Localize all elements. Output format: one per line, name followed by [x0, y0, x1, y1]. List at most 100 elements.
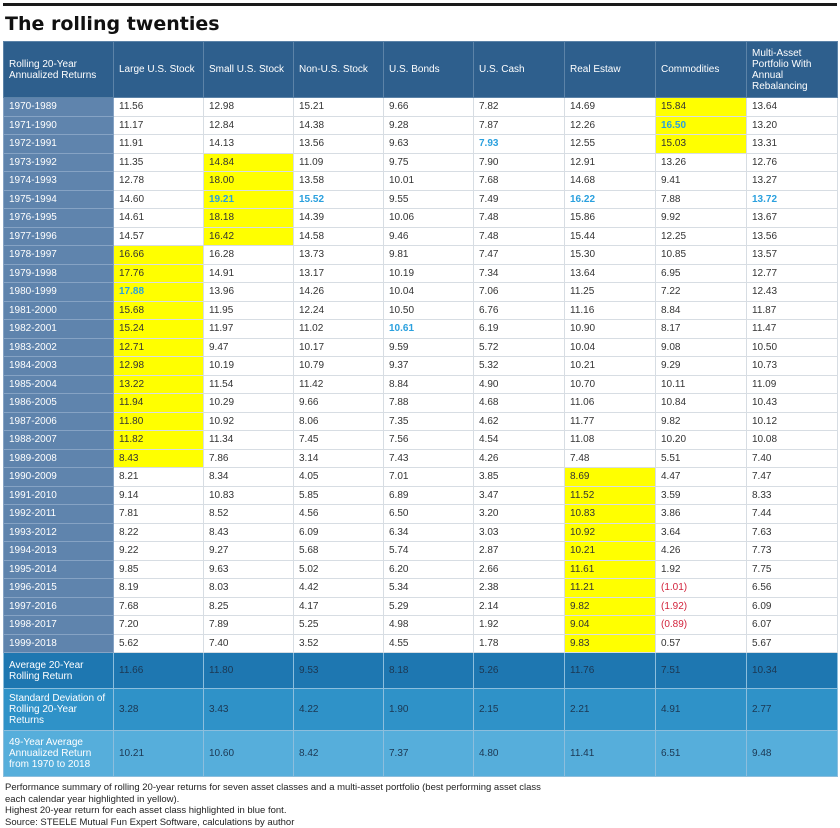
- return-cell: 13.64: [565, 264, 656, 283]
- column-header: Non-U.S. Stock: [294, 42, 384, 98]
- return-cell: 9.92: [656, 209, 747, 228]
- return-cell: 5.62: [114, 634, 204, 653]
- return-cell: 9.37: [384, 357, 474, 376]
- return-cell: 12.71: [114, 338, 204, 357]
- period-label: 1992-2011: [4, 505, 114, 524]
- return-cell: 10.79: [294, 357, 384, 376]
- return-cell: 5.85: [294, 486, 384, 505]
- return-cell: 10.21: [565, 357, 656, 376]
- return-cell: 4.05: [294, 468, 384, 487]
- summary-cell: 10.34: [747, 653, 838, 689]
- return-cell: 7.06: [474, 283, 565, 302]
- return-cell: 11.82: [114, 431, 204, 450]
- return-cell: 11.09: [294, 153, 384, 172]
- period-label: 1986-2005: [4, 394, 114, 413]
- return-cell: 10.61: [384, 320, 474, 339]
- return-cell: 9.59: [384, 338, 474, 357]
- period-label: 1975-1994: [4, 190, 114, 209]
- return-cell: 10.50: [384, 301, 474, 320]
- column-header: Small U.S. Stock: [204, 42, 294, 98]
- return-cell: 13.64: [747, 98, 838, 117]
- return-cell: 13.31: [747, 135, 838, 154]
- return-cell: 8.69: [565, 468, 656, 487]
- return-cell: 6.20: [384, 560, 474, 579]
- return-cell: 11.09: [747, 375, 838, 394]
- return-cell: 1.92: [656, 560, 747, 579]
- return-cell: 16.42: [204, 227, 294, 246]
- return-cell: 10.12: [747, 412, 838, 431]
- return-cell: 4.26: [474, 449, 565, 468]
- return-cell: 2.87: [474, 542, 565, 561]
- period-label: 1982-2001: [4, 320, 114, 339]
- period-label: 1976-1995: [4, 209, 114, 228]
- period-label: 1974-1993: [4, 172, 114, 191]
- return-cell: 13.56: [747, 227, 838, 246]
- return-cell: 7.88: [656, 190, 747, 209]
- summary-cell: 11.80: [204, 653, 294, 689]
- return-cell: 4.26: [656, 542, 747, 561]
- summary-cell: 6.51: [656, 731, 747, 777]
- return-cell: 11.52: [565, 486, 656, 505]
- return-cell: 14.13: [204, 135, 294, 154]
- summary-cell: 2.15: [474, 689, 565, 731]
- summary-label: Average 20-Year Rolling Return: [4, 653, 114, 689]
- return-cell: 11.34: [204, 431, 294, 450]
- return-cell: 8.03: [204, 579, 294, 598]
- return-cell: 10.43: [747, 394, 838, 413]
- return-cell: 16.22: [565, 190, 656, 209]
- column-header: Real Estaw: [565, 42, 656, 98]
- return-cell: 10.08: [747, 431, 838, 450]
- return-cell: 7.47: [747, 468, 838, 487]
- return-cell: 12.98: [114, 357, 204, 376]
- return-cell: 4.90: [474, 375, 565, 394]
- return-cell: 11.80: [114, 412, 204, 431]
- return-cell: 9.47: [204, 338, 294, 357]
- return-cell: 5.74: [384, 542, 474, 561]
- summary-cell: 10.60: [204, 731, 294, 777]
- return-cell: 3.59: [656, 486, 747, 505]
- period-label: 1984-2003: [4, 357, 114, 376]
- return-cell: 12.43: [747, 283, 838, 302]
- return-cell: 10.21: [565, 542, 656, 561]
- return-cell: 10.92: [204, 412, 294, 431]
- return-cell: 3.03: [474, 523, 565, 542]
- return-cell: 15.21: [294, 98, 384, 117]
- return-cell: 2.14: [474, 597, 565, 616]
- return-cell: 10.17: [294, 338, 384, 357]
- return-cell: 12.76: [747, 153, 838, 172]
- return-cell: 4.55: [384, 634, 474, 653]
- return-cell: 17.88: [114, 283, 204, 302]
- return-cell: 15.03: [656, 135, 747, 154]
- return-cell: 0.57: [656, 634, 747, 653]
- return-cell: 3.86: [656, 505, 747, 524]
- return-cell: 13.56: [294, 135, 384, 154]
- period-label: 1978-1997: [4, 246, 114, 265]
- return-cell: 13.67: [747, 209, 838, 228]
- return-cell: 6.07: [747, 616, 838, 635]
- return-cell: 14.91: [204, 264, 294, 283]
- return-cell: 14.68: [565, 172, 656, 191]
- summary-cell: 11.41: [565, 731, 656, 777]
- return-cell: 4.62: [474, 412, 565, 431]
- return-cell: 10.04: [565, 338, 656, 357]
- return-cell: 10.83: [565, 505, 656, 524]
- summary-cell: 3.28: [114, 689, 204, 731]
- return-cell: 9.85: [114, 560, 204, 579]
- summary-cell: 7.51: [656, 653, 747, 689]
- return-cell: 14.58: [294, 227, 384, 246]
- return-cell: 9.82: [656, 412, 747, 431]
- return-cell: 18.18: [204, 209, 294, 228]
- return-cell: 9.82: [565, 597, 656, 616]
- return-cell: (0.89): [656, 616, 747, 635]
- return-cell: 11.91: [114, 135, 204, 154]
- return-cell: 12.26: [565, 116, 656, 135]
- return-cell: 7.20: [114, 616, 204, 635]
